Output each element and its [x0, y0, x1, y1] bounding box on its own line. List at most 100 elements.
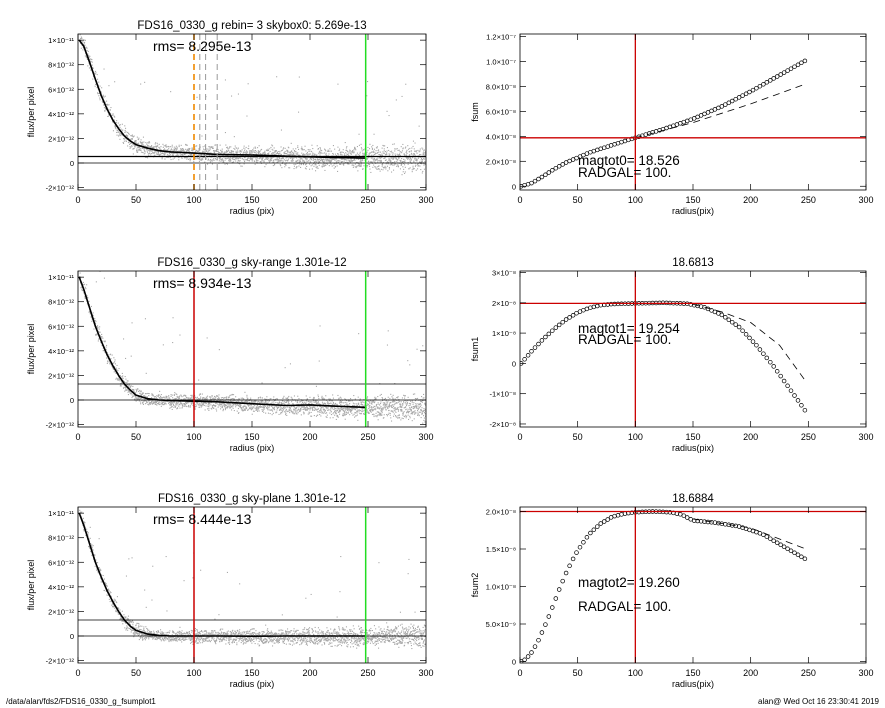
- scatter-point: [224, 151, 226, 153]
- scatter-point: [138, 148, 140, 150]
- scatter-point: [417, 157, 419, 159]
- scatter-point: [371, 413, 373, 415]
- scatter-point: [101, 340, 103, 342]
- scatter-point: [170, 148, 172, 150]
- scatter-point: [207, 148, 209, 150]
- scatter-point: [386, 165, 388, 167]
- scatter-point: [251, 159, 253, 161]
- scatter-point: [408, 168, 410, 170]
- scatter-point: [143, 145, 145, 147]
- scatter-point: [356, 408, 358, 410]
- scatter-point: [249, 150, 251, 152]
- scatter-point: [177, 155, 179, 157]
- scatter-point: [139, 399, 141, 401]
- scatter-point: [250, 406, 252, 408]
- scatter-point: [280, 153, 282, 155]
- scatter-point: [139, 398, 141, 400]
- scatter-point: [328, 398, 330, 400]
- scatter-point: [171, 149, 173, 151]
- scatter-point: [393, 413, 395, 415]
- scatter-point: [328, 159, 330, 161]
- scatter-point: [371, 148, 373, 150]
- scatter-point: [224, 400, 226, 402]
- scatter-point: [306, 154, 308, 156]
- scatter-point: [245, 406, 247, 408]
- scatter-point: [414, 157, 416, 159]
- scatter-point: [284, 166, 286, 168]
- scatter-point: [111, 114, 113, 116]
- scatter-point: [227, 157, 229, 159]
- scatter-point: [263, 152, 265, 154]
- scatter-point: [336, 404, 338, 406]
- scatter-point: [321, 411, 323, 413]
- scatter-point: [241, 408, 243, 410]
- scatter-point: [383, 417, 385, 419]
- scatter-point: [161, 157, 163, 159]
- scatter-point: [259, 401, 261, 403]
- scatter-point: [313, 154, 315, 156]
- scatter-point: [326, 402, 328, 404]
- scatter-point: [139, 390, 141, 392]
- scatter-point: [424, 402, 426, 404]
- scatter-point: [293, 153, 295, 155]
- scatter-point: [341, 407, 343, 409]
- scatter-point: [358, 333, 360, 335]
- scatter-point: [328, 402, 330, 404]
- scatter-point: [376, 168, 378, 170]
- scatter-point: [303, 153, 305, 155]
- scatter-point: [312, 152, 314, 154]
- scatter-point: [203, 151, 205, 153]
- scatter-point: [413, 407, 415, 409]
- scatter-point: [295, 167, 297, 169]
- scatter-point: [175, 402, 177, 404]
- scatter-point: [153, 152, 155, 154]
- scatter-point: [82, 41, 84, 43]
- scatter-point: [237, 404, 239, 406]
- scatter-point: [109, 109, 111, 111]
- scatter-point: [265, 153, 267, 155]
- scatter-point: [207, 405, 209, 407]
- scatter-point: [107, 115, 109, 117]
- scatter-point: [410, 152, 412, 154]
- scatter-point: [314, 407, 316, 409]
- scatter-point: [346, 402, 348, 404]
- scatter-point: [263, 160, 265, 162]
- scatter-point: [311, 144, 313, 146]
- scatter-point: [372, 400, 374, 402]
- scatter-point: [382, 164, 384, 166]
- scatter-point: [117, 131, 119, 133]
- scatter-point: [211, 146, 213, 148]
- scatter-point: [421, 161, 423, 163]
- scatter-point: [350, 153, 352, 155]
- scatter-point: [185, 402, 187, 404]
- scatter-point: [247, 157, 249, 159]
- scatter-point: [285, 411, 287, 413]
- scatter-point: [185, 143, 187, 145]
- scatter-point: [108, 361, 110, 363]
- scatter-point: [127, 394, 129, 396]
- scatter-point: [362, 168, 364, 170]
- scatter-point: [413, 405, 415, 407]
- scatter-point: [346, 408, 348, 410]
- scatter-point: [200, 404, 202, 406]
- scatter-point: [356, 414, 358, 416]
- scatter-point: [81, 287, 83, 289]
- scatter-point: [92, 314, 94, 316]
- scatter-point: [131, 134, 133, 136]
- scatter-point: [198, 406, 200, 408]
- scatter-point: [211, 159, 213, 161]
- scatter-point: [353, 149, 355, 151]
- scatter-point: [108, 85, 110, 87]
- scatter-point: [355, 405, 357, 407]
- scatter-point: [375, 159, 377, 161]
- scatter-point: [133, 389, 135, 391]
- scatter-point: [188, 406, 190, 408]
- scatter-point: [110, 112, 112, 114]
- scatter-point: [107, 104, 109, 106]
- scatter-point: [419, 148, 421, 150]
- scatter-point: [341, 408, 343, 410]
- scatter-point: [202, 403, 204, 405]
- scatter-point: [255, 409, 257, 411]
- scatter-point: [295, 410, 297, 412]
- scatter-point: [202, 399, 204, 401]
